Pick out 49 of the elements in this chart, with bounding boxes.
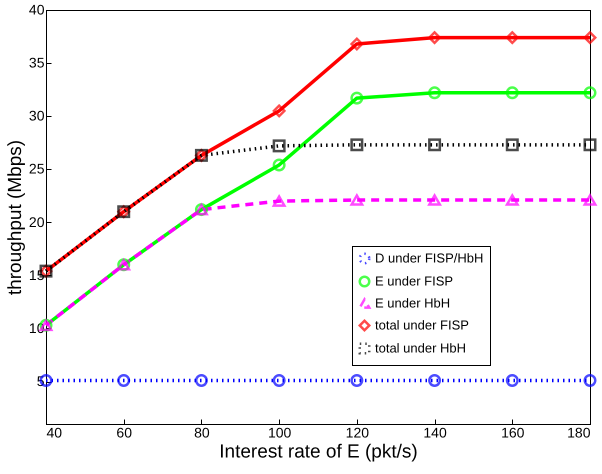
y-tick-label: 35 — [28, 54, 45, 71]
point — [272, 104, 286, 118]
point — [272, 139, 286, 152]
y-tick-label: 10 — [28, 320, 45, 336]
point — [506, 138, 519, 152]
point — [272, 158, 286, 172]
y-tick-label: 15 — [28, 266, 45, 283]
point — [428, 194, 442, 206]
point — [194, 374, 208, 387]
point — [506, 31, 519, 44]
x-tick-label: 100 — [268, 424, 292, 440]
point — [350, 374, 364, 387]
x-tick-label: 140 — [423, 424, 447, 440]
legend-label: E under HbH — [375, 296, 450, 310]
point — [506, 194, 519, 206]
point — [506, 374, 519, 387]
point — [428, 138, 442, 152]
point — [584, 138, 596, 152]
point — [584, 86, 596, 100]
point — [117, 374, 130, 387]
point — [584, 374, 596, 387]
y-tick-label: 30 — [28, 108, 45, 124]
point — [584, 31, 596, 44]
point — [350, 138, 364, 152]
point — [428, 86, 442, 100]
point — [506, 86, 519, 100]
x-tick-label: 40 — [46, 424, 62, 440]
x-tick-label: 180 — [567, 424, 591, 440]
point — [350, 92, 364, 105]
y-tick-label: 40 — [28, 2, 45, 18]
point — [272, 195, 286, 207]
x-tick-label: 160 — [501, 424, 525, 440]
legend-label: E under FISP — [375, 274, 454, 288]
point — [584, 194, 596, 206]
point — [428, 31, 442, 44]
legend-label: total under FISP — [375, 318, 469, 332]
y-axis-title: throughput (Mbps) — [4, 140, 26, 296]
point — [350, 37, 364, 50]
x-tick-label: 120 — [346, 424, 370, 440]
legend-label: D under FISP/HbH — [375, 250, 484, 266]
point — [428, 374, 442, 387]
x-tick-label: 80 — [194, 424, 210, 440]
x-tick-label: 60 — [116, 424, 132, 440]
point — [272, 374, 286, 387]
point — [350, 194, 364, 206]
x-axis-title: Interest rate of E (pkt/s) — [219, 442, 418, 462]
y-tick-label: 25 — [28, 160, 45, 177]
legend-label: total under HbH — [375, 340, 466, 356]
y-tick-label: 20 — [28, 214, 45, 230]
